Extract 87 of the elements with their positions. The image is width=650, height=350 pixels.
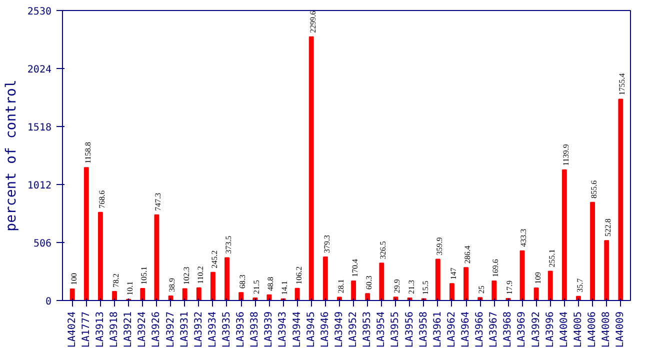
x-tick-label: LA4006 bbox=[587, 312, 598, 348]
x-tick-label: LA3945 bbox=[306, 312, 317, 348]
data-label: 48.8 bbox=[266, 276, 276, 291]
data-label: 286.4 bbox=[463, 246, 472, 264]
x-tick-label: LA3996 bbox=[544, 312, 556, 348]
data-label: 10.1 bbox=[126, 281, 135, 296]
data-label: 522.8 bbox=[604, 218, 613, 237]
x-tick-label: LA4024 bbox=[66, 312, 78, 348]
x-tick-label: LA1777 bbox=[80, 312, 92, 348]
x-tick-label: LA3939 bbox=[264, 312, 275, 348]
data-label: 1755.4 bbox=[618, 73, 627, 96]
data-label: 102.3 bbox=[182, 266, 191, 285]
data-label: 855.6 bbox=[590, 180, 599, 198]
x-tick-label: LA3966 bbox=[474, 312, 486, 348]
data-label: 68.3 bbox=[238, 274, 248, 289]
x-tick-label: LA3961 bbox=[432, 312, 444, 348]
x-tick-label: LA3958 bbox=[418, 312, 430, 348]
y-tick-label: 1518 bbox=[27, 122, 52, 134]
data-label: 170.4 bbox=[350, 258, 360, 277]
x-tick-label: LA3938 bbox=[250, 312, 261, 348]
data-label: 1139.9 bbox=[561, 144, 570, 166]
y-tick-label: 1012 bbox=[27, 180, 52, 192]
data-label: 15.5 bbox=[420, 280, 430, 295]
data-label: 100 bbox=[69, 273, 78, 286]
x-tick-label: LA3954 bbox=[376, 312, 388, 348]
x-tick-label: LA3946 bbox=[320, 312, 331, 348]
x-tick-label: LA3968 bbox=[502, 312, 514, 348]
data-label: 21.3 bbox=[406, 280, 416, 294]
data-label: 28.1 bbox=[336, 279, 346, 294]
data-label: 60.3 bbox=[364, 276, 374, 290]
data-label: 109 bbox=[533, 272, 542, 284]
x-tick-label: LA4008 bbox=[601, 312, 612, 348]
y-axis-title: percent of control bbox=[3, 80, 20, 232]
data-label: 373.5 bbox=[224, 236, 233, 254]
data-label: 106.2 bbox=[294, 266, 304, 284]
x-tick-label: LA3943 bbox=[278, 312, 289, 348]
data-label: 326.5 bbox=[378, 241, 388, 260]
x-tick-label: LA3964 bbox=[460, 312, 472, 348]
y-tick-label: 506 bbox=[33, 238, 52, 250]
data-label: 110.2 bbox=[196, 266, 205, 284]
x-tick-label: LA3921 bbox=[123, 312, 134, 348]
data-label: 147 bbox=[448, 268, 458, 280]
data-label: 2299.6 bbox=[308, 10, 318, 33]
x-tick-label: LA3926 bbox=[151, 312, 162, 348]
data-label: 78.2 bbox=[112, 274, 121, 288]
data-label: 169.6 bbox=[491, 259, 500, 278]
x-tick-label: LA4005 bbox=[572, 312, 584, 348]
x-tick-label: LA3967 bbox=[488, 312, 500, 348]
data-label: 35.7 bbox=[575, 278, 584, 292]
data-label: 29.9 bbox=[392, 279, 402, 294]
x-tick-label: LA3969 bbox=[516, 312, 528, 348]
x-tick-label: LA3962 bbox=[446, 312, 458, 348]
y-tick-label: 2024 bbox=[27, 64, 52, 76]
x-tick-label: LA4004 bbox=[558, 312, 570, 348]
data-label: 105.1 bbox=[140, 266, 149, 284]
x-tick-label: LA3992 bbox=[530, 312, 542, 348]
data-label: 379.3 bbox=[322, 235, 332, 254]
x-tick-label: LA3944 bbox=[292, 312, 303, 348]
x-tick-label: LA3934 bbox=[207, 312, 218, 348]
data-label: 38.9 bbox=[168, 278, 177, 292]
data-label: 359.9 bbox=[434, 237, 444, 256]
x-tick-label: LA3935 bbox=[221, 312, 232, 348]
x-tick-label: LA3918 bbox=[109, 312, 120, 348]
x-tick-label: LA3932 bbox=[193, 312, 204, 348]
x-tick-label: LA3927 bbox=[165, 312, 176, 348]
data-label: 255.1 bbox=[547, 249, 556, 268]
x-tick-label: LA3955 bbox=[390, 312, 402, 348]
data-label: 14.1 bbox=[280, 280, 290, 295]
data-label: 245.2 bbox=[210, 250, 219, 268]
x-tick-label: LA3949 bbox=[334, 312, 345, 348]
data-label: 433.3 bbox=[519, 228, 528, 247]
data-label: 1158.8 bbox=[83, 142, 92, 164]
data-label: 747.3 bbox=[154, 192, 163, 211]
x-tick-label: LA3931 bbox=[179, 312, 190, 348]
y-tick-label: 2530 bbox=[27, 6, 52, 18]
x-tick-label: LA3936 bbox=[236, 312, 247, 348]
x-tick-label: LA3953 bbox=[362, 312, 374, 348]
data-label: 21.5 bbox=[252, 280, 262, 294]
data-label: 768.6 bbox=[97, 190, 106, 208]
x-tick-label: LA3924 bbox=[137, 312, 148, 348]
x-tick-label: LA3956 bbox=[404, 312, 416, 348]
x-tick-label: LA3913 bbox=[94, 312, 106, 348]
data-label: 25 bbox=[477, 286, 486, 294]
data-label: 17.9 bbox=[505, 280, 514, 294]
x-tick-label: LA3952 bbox=[348, 312, 360, 348]
x-tick-label: LA4009 bbox=[615, 312, 626, 348]
y-tick-label: 0 bbox=[45, 296, 52, 308]
